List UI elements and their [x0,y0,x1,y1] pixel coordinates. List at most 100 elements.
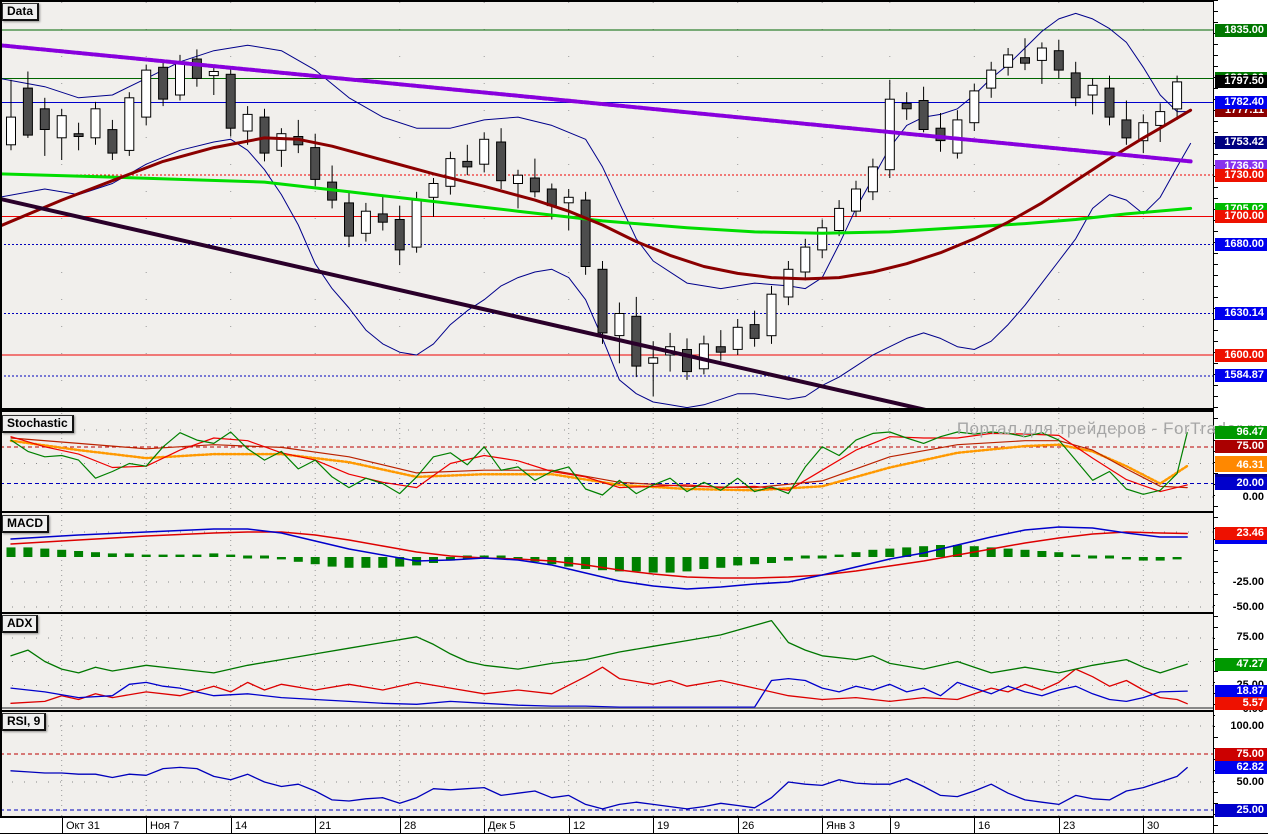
minus-di [10,666,1188,705]
candles-layer [6,38,1183,397]
stoch-label: 0.00 [1215,491,1267,504]
candle [1087,84,1098,96]
panel-tab-data[interactable]: Data [2,3,40,21]
candle [107,129,118,154]
time-axis[interactable]: Окт 31 Ноя 7 14 21 28 Дек 5 12 19 26 Янв 3 9 16 23 30 [0,818,1213,834]
macd-histogram-bar [1003,548,1013,557]
macd-histogram-bar [648,557,658,573]
date-tick [1059,818,1060,833]
adx-label: 75.00 [1215,631,1267,644]
candle [800,246,811,273]
panel-tab-rsi[interactable]: RSI, 9 [2,713,47,731]
panel-tab-stochastic[interactable]: Stochastic [2,415,74,433]
macd-histogram-bar [682,557,692,572]
date-label: 21 [319,820,332,832]
rsi-label: 75.00 [1215,748,1267,761]
rsi-label: 25.00 [1215,804,1267,817]
candle [783,268,794,298]
candle [259,116,270,154]
macd-label: 23.46 [1215,527,1267,540]
date-label: 14 [235,820,248,832]
rsi-layer [0,715,1213,816]
macd-histogram-bar [868,549,878,557]
macd-histogram-bar [598,557,607,571]
date-label: 28 [404,820,417,832]
date-label: Окт 31 [66,820,100,832]
candle [1104,87,1115,118]
candle [496,141,507,182]
candle [631,315,642,367]
candle [39,108,50,131]
macd-histogram-bar [665,557,675,573]
macd-histogram-bar [1071,554,1081,557]
candle [901,102,912,110]
macd-histogram-bar [986,547,996,557]
macd-label: -25.00 [1215,576,1267,589]
macd-histogram-bar [936,545,945,557]
macd-histogram-bar [1155,557,1165,561]
date-tick [146,818,147,833]
main-price-layer [0,2,1213,408]
candle [158,66,169,100]
candle [208,71,219,77]
rsi-label: 62.82 [1215,761,1267,774]
macd-histogram-bar [1054,552,1064,557]
stoch-percent-d [10,432,1188,493]
macd-histogram-bar [800,555,810,559]
candle [817,227,828,251]
macd-layer [0,515,1213,612]
candle [851,188,861,212]
ma-maroon [0,108,1193,281]
candle [715,346,726,353]
candle [394,219,405,251]
candle [6,116,16,146]
candle [310,147,321,180]
candle [1138,122,1149,142]
price-label: 1600.00 [1215,349,1267,362]
macd-histogram-bar [581,557,591,569]
macd-histogram-bar [631,557,641,572]
candle [462,160,473,168]
candle [344,202,354,237]
date-tick [822,818,823,833]
macd-histogram-bar [74,551,84,557]
macd-histogram-bar [919,546,929,557]
panel-tab-adx[interactable]: ADX [2,615,39,633]
macd-line [10,526,1188,590]
candle [732,326,743,350]
macd-histogram-bar [733,557,743,566]
stoch-label: 46.31 [1215,459,1267,472]
macd-histogram-bar [716,557,726,568]
panel-tab-macd[interactable]: MACD [2,515,49,533]
date-label: 30 [1147,820,1160,832]
candle [1003,54,1014,68]
price-axis-ticks [1214,0,1218,834]
price-label: 1782.40 [1215,96,1267,109]
date-label: 12 [573,820,586,832]
stoch-label: 75.00 [1215,440,1267,453]
macd-histogram-bar [378,557,388,568]
macd-histogram-bar [851,552,861,557]
candle [918,100,929,130]
candle [682,349,692,373]
candle [242,113,253,132]
candle [1172,81,1183,110]
price-label: 1630.14 [1215,307,1267,320]
candle [73,133,84,137]
candle [56,115,67,139]
main-overlays-layer [0,43,1193,408]
macd-histogram-bar [209,553,219,557]
candle [766,293,777,337]
macd-histogram-bar [327,557,337,567]
macd-histogram-bar [395,557,405,567]
rsi-label: 50.00 [1215,776,1267,789]
adx-layer [0,615,1213,710]
price-label: 1797.50 [1215,75,1267,88]
candle [1070,72,1081,99]
adx-label: 18.87 [1215,685,1267,698]
chart-canvas[interactable] [0,0,1213,818]
stoch-label: 20.00 [1215,477,1267,490]
macd-histogram-bar [1105,555,1114,559]
date-tick [653,818,654,833]
macd-histogram-bar [158,554,168,557]
